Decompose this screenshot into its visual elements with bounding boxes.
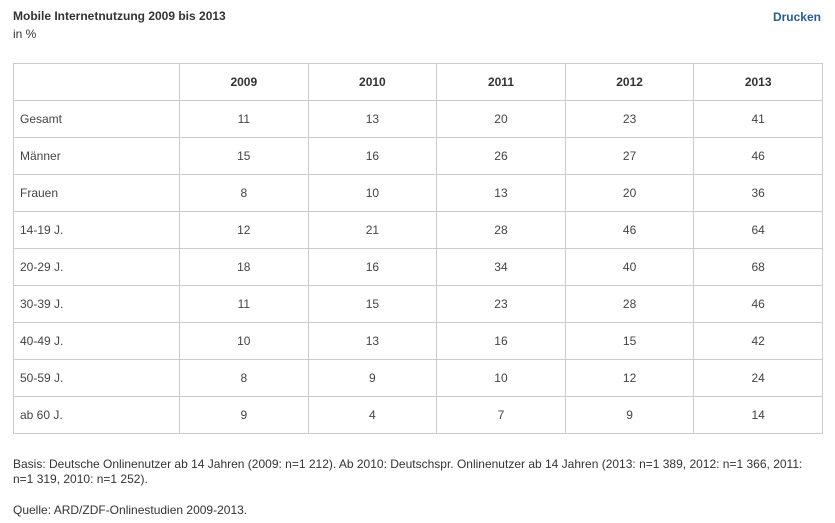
table-row: 40-49 J. 10 13 16 15 42	[13, 322, 823, 360]
data-cell: 11	[179, 100, 309, 138]
row-label: Männer	[13, 137, 180, 175]
data-cell: 10	[307, 174, 438, 212]
source-note: Quelle: ARD/ZDF-Onlinestudien 2009-2013.	[13, 503, 248, 517]
data-cell: 13	[307, 322, 438, 360]
table-row: Gesamt 11 13 20 23 41	[13, 100, 823, 138]
data-cell: 8	[179, 174, 309, 212]
data-cell: 10	[436, 359, 566, 397]
column-header: 2013	[693, 63, 823, 101]
row-label: ab 60 J.	[13, 396, 180, 434]
row-label: Frauen	[13, 174, 180, 212]
page-title: Mobile Internetnutzung 2009 bis 2013	[13, 9, 226, 23]
table-row: Frauen 8 10 13 20 36	[13, 174, 823, 212]
data-cell: 11	[179, 285, 309, 323]
table-row: 14-19 J. 12 21 28 46 64	[13, 211, 823, 249]
data-cell: 15	[179, 137, 309, 175]
data-cell: 16	[307, 248, 438, 286]
column-header: 2009	[179, 63, 309, 101]
data-cell: 16	[436, 322, 566, 360]
row-label: Gesamt	[13, 100, 180, 138]
data-cell: 46	[564, 211, 695, 249]
data-cell: 12	[564, 359, 695, 397]
data-cell: 23	[564, 100, 695, 138]
data-cell: 8	[179, 359, 309, 397]
column-header: 2010	[307, 63, 438, 101]
table-row: 30-39 J. 11 15 23 28 46	[13, 285, 823, 323]
data-cell: 41	[693, 100, 823, 138]
data-cell: 14	[693, 396, 823, 434]
data-cell: 16	[307, 137, 438, 175]
table-body: Gesamt 11 13 20 23 41 Männer 15 16 26 27 46 Frauen 8 1…	[13, 100, 823, 434]
data-cell: 68	[693, 248, 823, 286]
unit-subtitle: in %	[13, 27, 37, 41]
print-link[interactable]: Drucken	[772, 10, 821, 24]
row-label: 20-29 J.	[13, 248, 180, 286]
row-label: 14-19 J.	[13, 211, 180, 249]
corner-header-cell	[13, 63, 180, 101]
data-cell: 9	[307, 359, 438, 397]
data-cell: 26	[436, 137, 566, 175]
data-cell: 23	[436, 285, 566, 323]
data-cell: 15	[564, 322, 695, 360]
data-cell: 24	[693, 359, 823, 397]
column-header: 2011	[436, 63, 566, 101]
data-cell: 46	[693, 137, 823, 175]
table-header-row: 2009 2010 2011 2012 2013	[13, 63, 823, 101]
data-cell: 13	[436, 174, 566, 212]
table-row: ab 60 J. 9 4 7 9 14	[13, 396, 823, 434]
row-label: 40-49 J.	[13, 322, 180, 360]
row-label: 50-59 J.	[13, 359, 180, 397]
data-cell: 13	[307, 100, 438, 138]
data-cell: 42	[693, 322, 823, 360]
table-row: 20-29 J. 18 16 34 40 68	[13, 248, 823, 286]
data-table: 2009 2010 2011 2012 2013 Gesamt 11 13 20 23 4…	[13, 63, 823, 434]
data-cell: 28	[436, 211, 566, 249]
table-row: 50-59 J. 8 9 10 12 24	[13, 359, 823, 397]
data-cell: 10	[179, 322, 309, 360]
data-cell: 18	[179, 248, 309, 286]
data-cell: 21	[307, 211, 438, 249]
data-cell: 4	[307, 396, 438, 434]
data-cell: 34	[436, 248, 566, 286]
data-cell: 12	[179, 211, 309, 249]
data-cell: 9	[179, 396, 309, 434]
basis-note: Basis: Deutsche Onlinenutzer ab 14 Jahre…	[13, 457, 803, 486]
data-cell: 46	[693, 285, 823, 323]
data-cell: 28	[564, 285, 695, 323]
data-cell: 7	[436, 396, 566, 434]
row-label: 30-39 J.	[13, 285, 180, 323]
data-cell: 15	[307, 285, 438, 323]
data-cell: 40	[564, 248, 695, 286]
data-cell: 20	[564, 174, 695, 212]
table-row: Männer 15 16 26 27 46	[13, 137, 823, 175]
data-cell: 64	[693, 211, 823, 249]
data-cell: 9	[564, 396, 695, 434]
data-cell: 20	[436, 100, 566, 138]
data-cell: 36	[693, 174, 823, 212]
column-header: 2012	[564, 63, 695, 101]
data-cell: 27	[564, 137, 695, 175]
